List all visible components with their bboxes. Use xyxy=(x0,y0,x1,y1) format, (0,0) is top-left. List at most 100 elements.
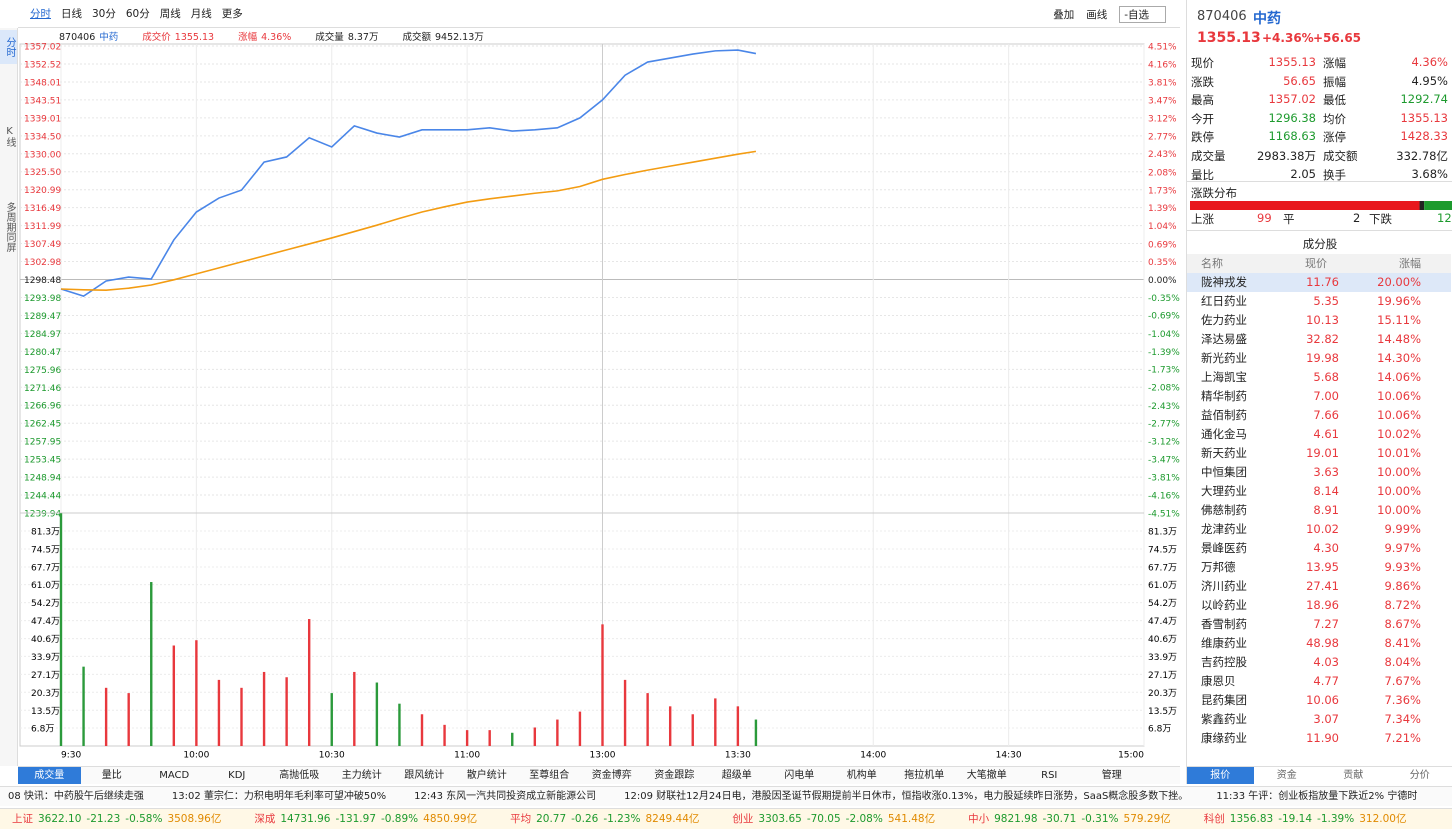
constituent-row[interactable]: 精华制药 7.00 10.06% xyxy=(1187,387,1451,406)
news-item[interactable]: 08 快讯：中药股午后继续走强 xyxy=(8,791,144,802)
constituent-row[interactable]: 新光药业 19.98 14.30% xyxy=(1187,349,1451,368)
news-item[interactable]: 11:33 午评：创业板指放量下跌近2% 宁德时 xyxy=(1216,791,1418,802)
stock-pct: 7.67% xyxy=(1384,674,1421,688)
index-item[interactable]: 科创 1356.83 -19.14 -1.39% 312.00亿 xyxy=(1204,813,1412,825)
indicator-tab[interactable]: 散户统计 xyxy=(466,770,507,781)
index-item[interactable]: 上证 3622.10 -21.23 -0.58% 3508.96亿 xyxy=(12,813,226,825)
y-tick-label: 1293.98 xyxy=(24,294,61,304)
constituent-row[interactable]: 以岭药业 18.96 8.72% xyxy=(1187,596,1451,615)
indicator-tab[interactable]: RSI xyxy=(1041,770,1058,781)
indicator-tab[interactable]: 机构单 xyxy=(846,770,877,781)
constituent-row[interactable]: 香雪制药 7.27 8.67% xyxy=(1187,615,1451,634)
period-tab[interactable]: 分时 xyxy=(30,8,51,20)
indicator-tab[interactable]: 量比 xyxy=(101,770,122,781)
index-item[interactable]: 平均 20.77 -0.26 -1.23% 8249.44亿 xyxy=(510,813,704,825)
indicator-tab[interactable]: MACD xyxy=(159,770,190,781)
y-tick-label: 1248.94 xyxy=(24,474,61,484)
volume-bar xyxy=(578,711,582,746)
index-item[interactable]: 深成 14731.96 -131.97 -0.89% 4850.99亿 xyxy=(254,813,482,825)
side-tab[interactable]: 多周期同屏 xyxy=(4,202,15,252)
indicator-tab[interactable]: 高抛低吸 xyxy=(279,770,320,781)
header-value: 4.36% xyxy=(261,32,292,43)
stock-pct: 7.36% xyxy=(1384,693,1421,707)
indicator-tab[interactable]: 成交量 xyxy=(18,767,81,784)
side-tab[interactable]: 分时 xyxy=(0,30,17,64)
y2-tick-label: -2.43% xyxy=(1148,402,1180,412)
constituent-row[interactable]: 维康药业 48.98 8.41% xyxy=(1187,634,1451,653)
news-item[interactable]: 12:43 东风一汽共同投资成立新能源公司 xyxy=(414,791,597,802)
column-header: 涨幅 xyxy=(1399,257,1421,270)
constituent-row[interactable]: 紫鑫药业 3.07 7.34% xyxy=(1187,710,1451,729)
news-item[interactable]: 13:02 董宗仁：力积电明年毛利率可望冲破50% xyxy=(171,791,387,802)
indicator-tab[interactable]: 主力统计 xyxy=(341,770,382,781)
stock-price: 11.90 xyxy=(1306,731,1339,745)
volume-bar xyxy=(691,714,694,746)
panel-tab[interactable]: 报价 xyxy=(1187,766,1254,784)
indicator-tab[interactable]: 闪电单 xyxy=(784,770,815,781)
panel-tab[interactable]: 分价 xyxy=(1386,766,1452,784)
indicator-tab[interactable]: KDJ xyxy=(228,770,246,781)
period-tab[interactable]: 60分 xyxy=(125,8,150,20)
index-item[interactable]: 中小 9821.98 -30.71 -0.31% 579.29亿 xyxy=(968,813,1176,825)
y-tick-label: 61.0万 xyxy=(31,581,60,591)
constituent-row[interactable]: 新天药业 19.01 10.01% xyxy=(1187,444,1451,463)
quote-value: 1355.13 xyxy=(1400,110,1448,125)
y2-tick-label: -3.12% xyxy=(1148,438,1180,448)
constituent-row[interactable]: 佐力药业 10.13 15.11% xyxy=(1187,311,1451,330)
stock-name: 上海凯宝 xyxy=(1201,370,1247,384)
panel-tab[interactable]: 资金 xyxy=(1253,766,1320,784)
constituent-row[interactable]: 通化金马 4.61 10.02% xyxy=(1187,425,1451,444)
period-tab[interactable]: 更多 xyxy=(221,8,243,20)
volume-bar xyxy=(104,687,108,746)
stock-price: 10.02 xyxy=(1306,522,1339,536)
constituent-row[interactable]: 昆药集团 10.06 7.36% xyxy=(1187,691,1451,710)
indicator-tab[interactable]: 管理 xyxy=(1101,770,1122,781)
panel-tab[interactable]: 贡献 xyxy=(1320,766,1387,784)
constituent-row[interactable]: 龙津药业 10.02 9.99% xyxy=(1187,520,1451,539)
constituent-row[interactable]: 景峰医药 4.30 9.97% xyxy=(1187,539,1451,558)
side-tab[interactable]: K线 xyxy=(4,125,15,147)
y-tick-label: 6.8万 xyxy=(31,725,54,735)
period-tab[interactable]: 日线 xyxy=(61,8,82,20)
news-item[interactable]: 12:09 财联社12月24日电，港股因圣诞节假期提前半日休市，恒指收涨0.13… xyxy=(624,791,1189,802)
constituent-row[interactable]: 康缘药业 11.90 7.21% xyxy=(1187,729,1451,748)
constituent-row[interactable]: 吉药控股 4.03 8.04% xyxy=(1187,653,1451,672)
constituent-row[interactable]: 中恒集团 3.63 10.00% xyxy=(1187,463,1451,482)
toolbar-button[interactable]: 画线 xyxy=(1086,9,1108,21)
constituent-row[interactable]: 康恩贝 4.77 7.67% xyxy=(1187,672,1451,691)
period-tab[interactable]: 周线 xyxy=(159,8,181,20)
quote-label: 换手 xyxy=(1323,167,1346,182)
quote-label: 最高 xyxy=(1191,93,1214,108)
index-pct: -2.08% xyxy=(845,813,883,825)
indicator-tab[interactable]: 超级单 xyxy=(721,770,752,781)
constituent-row[interactable]: 万邦德 13.95 9.93% xyxy=(1187,558,1451,577)
indicator-tab[interactable]: 资金跟踪 xyxy=(654,770,695,781)
indicator-tab[interactable]: 拖拉机单 xyxy=(904,770,945,781)
constituent-row[interactable]: 佛慈制药 8.91 10.00% xyxy=(1187,501,1451,520)
panel-tabs: 报价 资金 贡献 分价 xyxy=(1187,766,1452,784)
constituent-row[interactable]: 上海凯宝 5.68 14.06% xyxy=(1187,368,1451,387)
indicator-tab[interactable]: 跟风统计 xyxy=(404,770,445,781)
constituent-row[interactable]: 陇神戎发 11.76 20.00% xyxy=(1187,273,1451,292)
stock-price: 27.41 xyxy=(1306,579,1339,593)
constituent-row[interactable]: 泽达易盛 32.82 14.48% xyxy=(1187,330,1451,349)
index-pct: -0.58% xyxy=(125,813,163,825)
y-tick-label: 1325.50 xyxy=(24,168,61,178)
period-tab[interactable]: 月线 xyxy=(190,8,212,20)
y-tick-label: 47.4万 xyxy=(31,617,60,627)
index-name: 创业 xyxy=(732,813,754,825)
indicator-tab[interactable]: 大笔撤单 xyxy=(966,770,1007,781)
indicator-tab[interactable]: 资金博弈 xyxy=(591,770,632,781)
constituent-row[interactable]: 大理药业 8.14 10.00% xyxy=(1187,482,1451,501)
constituent-row[interactable]: 济川药业 27.41 9.86% xyxy=(1187,577,1451,596)
y2-tick-label: 2.43% xyxy=(1148,150,1177,160)
toolbar-button[interactable]: -自选 xyxy=(1119,6,1166,23)
index-item[interactable]: 创业 3303.65 -70.05 -2.08% 541.48亿 xyxy=(732,813,940,825)
quote-value: 332.78亿 xyxy=(1396,149,1448,163)
indicator-tab[interactable]: 至尊组合 xyxy=(529,770,570,781)
period-tab[interactable]: 30分 xyxy=(92,8,116,20)
constituent-row[interactable]: 益佰制药 7.66 10.06% xyxy=(1187,406,1451,425)
divider xyxy=(1187,230,1452,231)
constituent-row[interactable]: 红日药业 5.35 19.96% xyxy=(1187,292,1451,311)
toolbar-button[interactable]: 叠加 xyxy=(1053,9,1075,21)
